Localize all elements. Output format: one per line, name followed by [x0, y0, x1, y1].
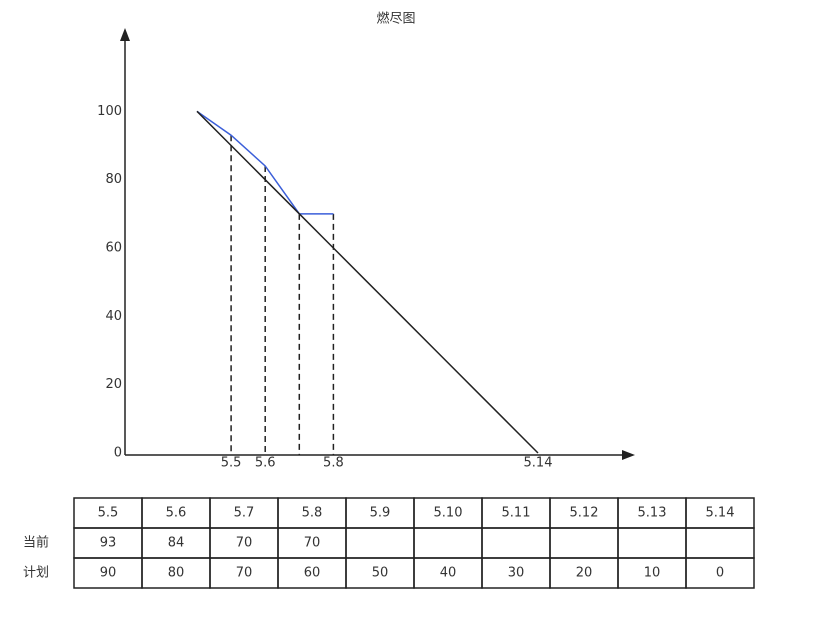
series-line: [196, 110, 334, 215]
table-header: 5.10: [434, 506, 463, 521]
table-value: 0: [716, 566, 724, 581]
y-tick-label: 40: [105, 309, 122, 324]
table-value: 40: [440, 566, 457, 581]
table-value: 84: [168, 536, 185, 551]
x-axis-arrow: [622, 450, 635, 460]
table-header: 5.9: [370, 506, 391, 521]
x-tick-label: 5.8: [323, 456, 344, 471]
table-header: 5.13: [638, 506, 667, 521]
y-tick-label: 100: [97, 104, 122, 119]
table-cell: [345, 527, 415, 559]
table-value: 90: [100, 566, 117, 581]
y-tick-label: 80: [105, 172, 122, 187]
table-cell: [685, 557, 755, 589]
row-label: 计划: [23, 566, 49, 581]
table-header: 5.7: [234, 506, 255, 521]
y-tick-label: 0: [114, 446, 122, 461]
table-value: 10: [644, 566, 661, 581]
table-value: 70: [304, 536, 321, 551]
table-header: 5.11: [502, 506, 531, 521]
table-value: 93: [100, 536, 117, 551]
x-tick-label: 5.6: [255, 456, 276, 471]
x-tick-label: 5.5: [221, 456, 242, 471]
table-cell: [549, 527, 619, 559]
table-value: 20: [576, 566, 593, 581]
table-value: 80: [168, 566, 185, 581]
y-axis-arrow: [120, 28, 130, 41]
y-tick-label: 20: [105, 377, 122, 392]
table-header: 5.6: [166, 506, 187, 521]
table-cell: [685, 527, 755, 559]
table-header: 5.8: [302, 506, 323, 521]
table-value: 70: [236, 566, 253, 581]
row-label: 当前: [23, 535, 49, 551]
y-tick-label: 60: [105, 241, 122, 256]
table-value: 60: [304, 566, 321, 581]
x-tick-label: 5.14: [524, 456, 553, 471]
table-value: 50: [372, 566, 389, 581]
table-cell: [481, 527, 551, 559]
chart-title: 燃尽图: [376, 11, 415, 27]
table-cell: [413, 527, 483, 559]
table-cell: [617, 527, 687, 559]
table-header: 5.12: [570, 506, 599, 521]
table-value: 30: [508, 566, 525, 581]
series-line: [196, 110, 539, 454]
table-value: 70: [236, 536, 253, 551]
table-header: 5.14: [706, 506, 735, 521]
table-header: 5.5: [98, 506, 119, 521]
